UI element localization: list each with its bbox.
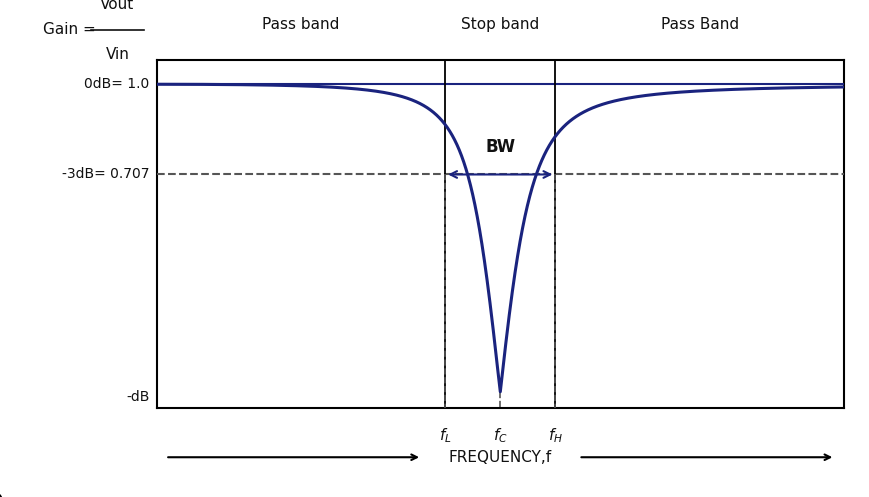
Text: $f_H$: $f_H$ <box>547 426 562 445</box>
Text: 0dB= 1.0: 0dB= 1.0 <box>84 77 149 91</box>
Text: Stop band: Stop band <box>461 17 539 32</box>
Text: $f_L$: $f_L$ <box>439 426 451 445</box>
Text: BW: BW <box>485 138 514 156</box>
Text: -dB: -dB <box>126 391 149 405</box>
Text: Vin: Vin <box>105 47 129 62</box>
Text: Pass band: Pass band <box>262 17 339 32</box>
Text: -3dB= 0.707: -3dB= 0.707 <box>63 167 149 181</box>
Text: Vout: Vout <box>100 0 135 12</box>
Text: Pass Band: Pass Band <box>660 17 738 32</box>
Text: $f_C$: $f_C$ <box>493 426 507 445</box>
Text: Gain =: Gain = <box>43 22 101 37</box>
Text: FREQUENCY,f: FREQUENCY,f <box>448 450 551 465</box>
